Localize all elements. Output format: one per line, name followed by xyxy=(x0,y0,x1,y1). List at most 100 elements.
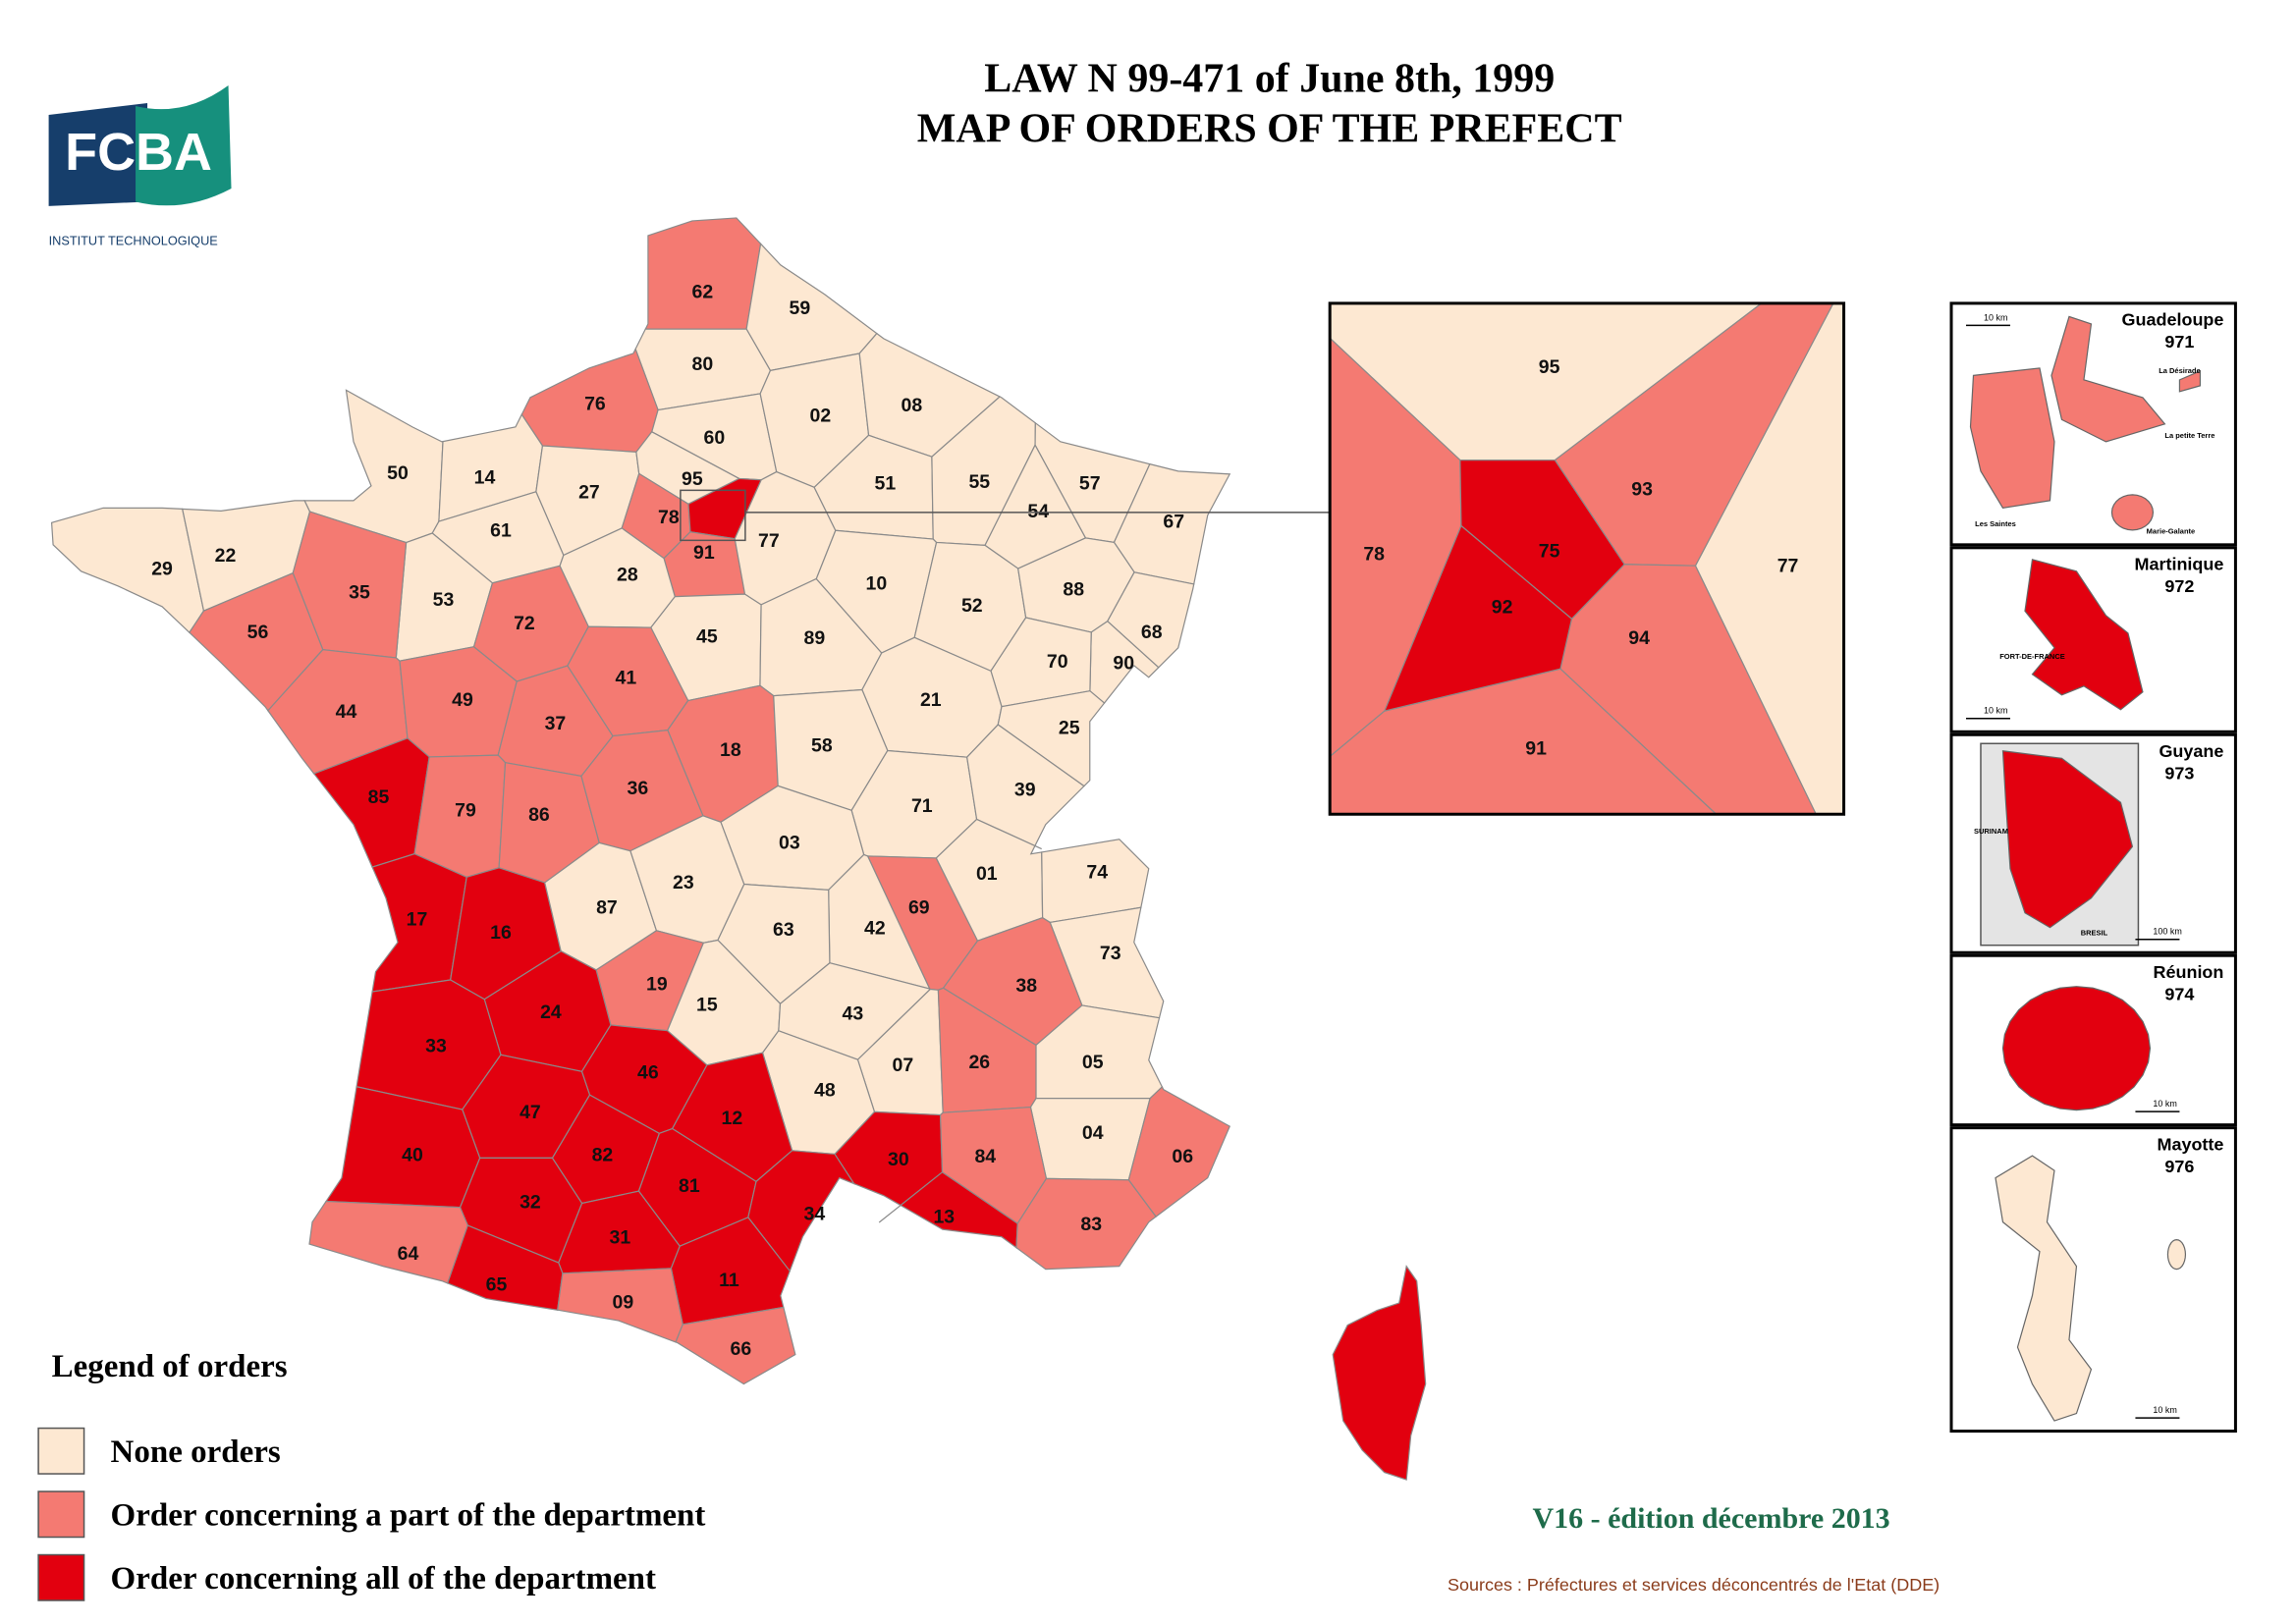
department-code: 57 xyxy=(1079,473,1101,495)
department-code: 12 xyxy=(722,1108,743,1129)
department-code: 70 xyxy=(1047,651,1068,673)
legend-title: Legend of orders xyxy=(52,1349,288,1384)
territory xyxy=(2024,559,2144,711)
territory-code: 974 xyxy=(2164,984,2194,1003)
department-code: 95 xyxy=(1539,356,1560,378)
department-code: 62 xyxy=(692,282,714,303)
department-code: 39 xyxy=(1014,779,1036,800)
department-code: 88 xyxy=(1063,578,1084,600)
scale-label: 10 km xyxy=(2153,1099,2176,1109)
territory xyxy=(2110,494,2155,531)
scale-label: 10 km xyxy=(1984,312,2007,322)
department-code: 72 xyxy=(514,613,535,634)
department-code: 85 xyxy=(368,786,390,808)
department-code: 04 xyxy=(1082,1122,1104,1144)
department-code: 01 xyxy=(976,863,998,885)
department-code: 42 xyxy=(864,917,886,939)
department-code: 19 xyxy=(646,973,668,995)
territory-name: Guadeloupe xyxy=(2121,310,2223,330)
department-code: 37 xyxy=(545,713,567,734)
department-code: 44 xyxy=(336,701,357,723)
place-name: BRESIL xyxy=(2081,929,2108,938)
department-code: 46 xyxy=(637,1061,659,1083)
department-code: 34 xyxy=(804,1203,826,1224)
edition: V16 - édition décembre 2013 xyxy=(1532,1502,1889,1535)
department-code: 14 xyxy=(474,467,496,489)
legend: None orders Order concerning a part of th… xyxy=(37,1427,705,1601)
department xyxy=(557,1268,683,1343)
territory xyxy=(1969,367,2055,509)
legend-label: Order concerning all of the department xyxy=(111,1561,656,1597)
territory xyxy=(2001,986,2152,1111)
territory-code: 972 xyxy=(2164,576,2194,596)
department-code: 51 xyxy=(874,473,896,495)
department xyxy=(675,1306,796,1385)
department-code: 17 xyxy=(407,908,428,930)
department-code: 36 xyxy=(628,778,649,799)
paris-inset: 95 77 78 93 94 91 75 92 xyxy=(1329,302,1845,815)
department-code: 07 xyxy=(892,1055,913,1076)
department-code: 10 xyxy=(865,572,887,594)
department xyxy=(644,217,762,330)
department-code: 78 xyxy=(658,507,680,528)
department-code: 06 xyxy=(1172,1146,1193,1167)
sources: Sources : Préfectures et services déconc… xyxy=(1448,1575,1940,1595)
department-code: 63 xyxy=(773,919,794,941)
department-code: 18 xyxy=(720,739,741,761)
logo-shape xyxy=(136,84,232,206)
department-code: 67 xyxy=(1163,511,1184,532)
department-code: 60 xyxy=(704,427,726,449)
department-code: 16 xyxy=(490,922,512,944)
department-code: 84 xyxy=(974,1146,996,1167)
place-name: La petite Terre xyxy=(2164,431,2214,440)
department-code: 05 xyxy=(1082,1052,1104,1073)
department-code: 08 xyxy=(901,395,922,416)
department-code: 87 xyxy=(596,896,618,918)
territory xyxy=(2001,750,2134,929)
department-code: 53 xyxy=(433,589,455,611)
department-code: 90 xyxy=(1113,652,1134,674)
territory xyxy=(2166,1239,2187,1271)
scale-label: 10 km xyxy=(1984,706,2007,716)
title: MAP OF ORDERS OF THE PREFECT xyxy=(917,107,1622,152)
department-code: 47 xyxy=(519,1102,541,1123)
department xyxy=(745,243,878,372)
territory-code: 973 xyxy=(2164,764,2194,784)
department-code: 40 xyxy=(402,1144,423,1165)
department-code: 41 xyxy=(616,667,637,688)
department-code: 32 xyxy=(519,1191,541,1213)
department-code: 43 xyxy=(842,1002,863,1024)
department-code: 21 xyxy=(920,689,942,711)
department-code: 58 xyxy=(811,734,833,756)
department-code: 15 xyxy=(696,994,718,1015)
department-code: 77 xyxy=(758,530,780,552)
place-name: La Désirade xyxy=(2159,366,2200,375)
department-code: 54 xyxy=(1027,501,1049,522)
department-code: 76 xyxy=(584,394,606,415)
department-code: 65 xyxy=(486,1273,508,1295)
department-code: 24 xyxy=(540,1001,562,1023)
department xyxy=(878,1171,1018,1249)
department-code: 69 xyxy=(908,896,930,918)
department-code: 86 xyxy=(528,804,550,826)
territory xyxy=(1995,1155,2093,1422)
territory-code: 971 xyxy=(2164,332,2194,352)
territory-name: Guyane xyxy=(2159,741,2223,761)
department-code: 30 xyxy=(888,1149,909,1170)
department-code: 83 xyxy=(1080,1214,1102,1235)
department xyxy=(189,571,324,712)
department-code: 91 xyxy=(1525,737,1547,759)
place-name: FORT-DE-FRANCE xyxy=(1999,652,2065,661)
legend-swatch xyxy=(37,1490,85,1539)
department-code: 31 xyxy=(610,1226,631,1248)
department-code: 03 xyxy=(779,832,800,853)
department-code: 91 xyxy=(693,542,715,564)
legend-swatch xyxy=(37,1427,85,1475)
department-code: 75 xyxy=(1539,540,1560,562)
department-code: 50 xyxy=(387,462,409,484)
department-code: 68 xyxy=(1141,622,1163,643)
department-code: 25 xyxy=(1059,717,1080,738)
legend-label: None orders xyxy=(111,1435,281,1470)
department-code: 95 xyxy=(682,468,703,490)
